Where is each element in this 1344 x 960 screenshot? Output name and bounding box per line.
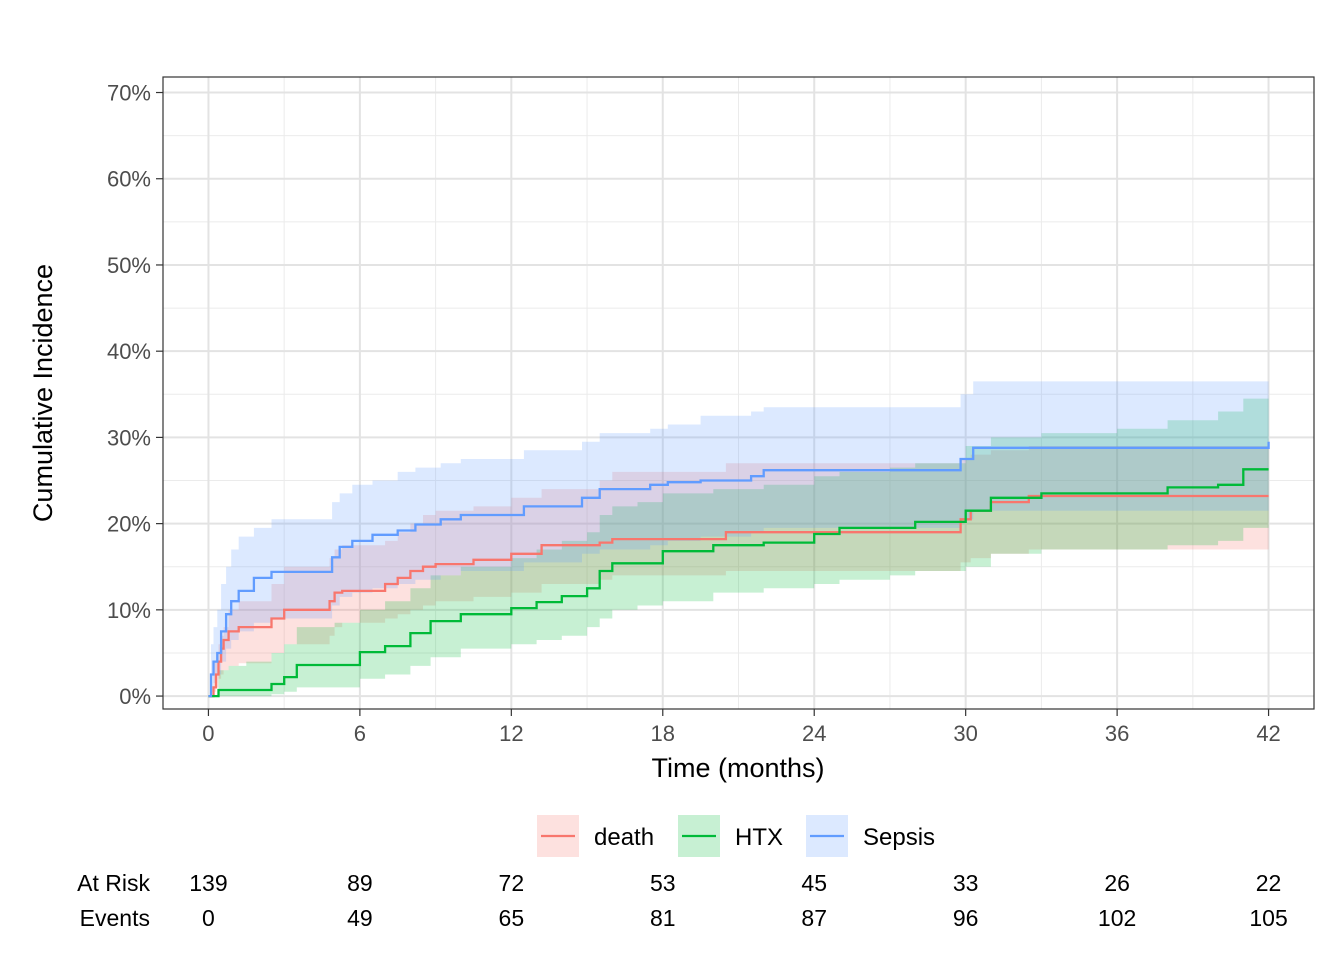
grid-major xyxy=(163,77,1314,709)
events-value: 65 xyxy=(499,905,525,931)
at-risk-value: 89 xyxy=(347,870,373,896)
at-risk-value: 26 xyxy=(1104,870,1130,896)
at-risk-value: 22 xyxy=(1256,870,1282,896)
y-tick-label: 60% xyxy=(107,167,151,192)
events-value: 102 xyxy=(1098,905,1136,931)
y-tick-label: 50% xyxy=(107,253,151,278)
y-tick-label: 0% xyxy=(119,684,151,709)
events-value: 81 xyxy=(650,905,676,931)
events-value: 0 xyxy=(202,905,215,931)
band-sepsis xyxy=(208,381,1269,697)
at-risk-value: 53 xyxy=(650,870,676,896)
axis-ticks xyxy=(156,91,1270,716)
y-tick-label: 20% xyxy=(107,512,151,537)
y-tick-label: 30% xyxy=(107,425,151,450)
plot-panel-border xyxy=(162,76,1315,710)
events-label: Events xyxy=(80,905,150,931)
events-value: 96 xyxy=(953,905,979,931)
legend-label-death: death xyxy=(594,824,654,851)
band-htx xyxy=(208,398,1269,697)
at-risk-value: 33 xyxy=(953,870,979,896)
x-axis-title: Time (months) xyxy=(651,753,824,783)
x-tick-label: 30 xyxy=(953,721,977,746)
x-tick-label: 12 xyxy=(499,721,523,746)
at-risk-value: 45 xyxy=(801,870,827,896)
events-value: 49 xyxy=(347,905,373,931)
legend: death HTX Sepsis xyxy=(537,815,935,857)
legend-label-sepsis: Sepsis xyxy=(863,824,935,851)
x-tick-label: 18 xyxy=(651,721,675,746)
x-tick-label: 6 xyxy=(354,721,366,746)
series-lines xyxy=(208,441,1270,698)
at-risk-value: 139 xyxy=(189,870,227,896)
x-tick-labels: 0 6 12 18 24 30 36 42 xyxy=(202,721,1280,746)
line-sepsis xyxy=(208,441,1270,698)
y-tick-label: 10% xyxy=(107,598,151,623)
y-tick-label: 40% xyxy=(107,339,151,364)
y-axis-title: Cumulative Incidence xyxy=(28,264,58,522)
x-tick-label: 42 xyxy=(1256,721,1280,746)
at-risk-value: 72 xyxy=(499,870,525,896)
y-tick-labels: 0% 10% 20% 30% 40% 50% 60% 70% xyxy=(107,81,151,710)
risk-table: At Risk Events 139 0 89 49 72 65 53 81 45 87 33 96 26 1… xyxy=(77,870,1288,931)
x-tick-label: 0 xyxy=(202,721,214,746)
y-tick-label: 70% xyxy=(107,81,151,106)
line-death xyxy=(208,494,1269,698)
x-tick-label: 24 xyxy=(802,721,826,746)
at-risk-label: At Risk xyxy=(77,870,150,896)
legend-label-htx: HTX xyxy=(735,824,783,851)
x-tick-label: 36 xyxy=(1105,721,1129,746)
events-value: 87 xyxy=(801,905,827,931)
events-value: 105 xyxy=(1249,905,1287,931)
line-htx xyxy=(208,468,1269,698)
